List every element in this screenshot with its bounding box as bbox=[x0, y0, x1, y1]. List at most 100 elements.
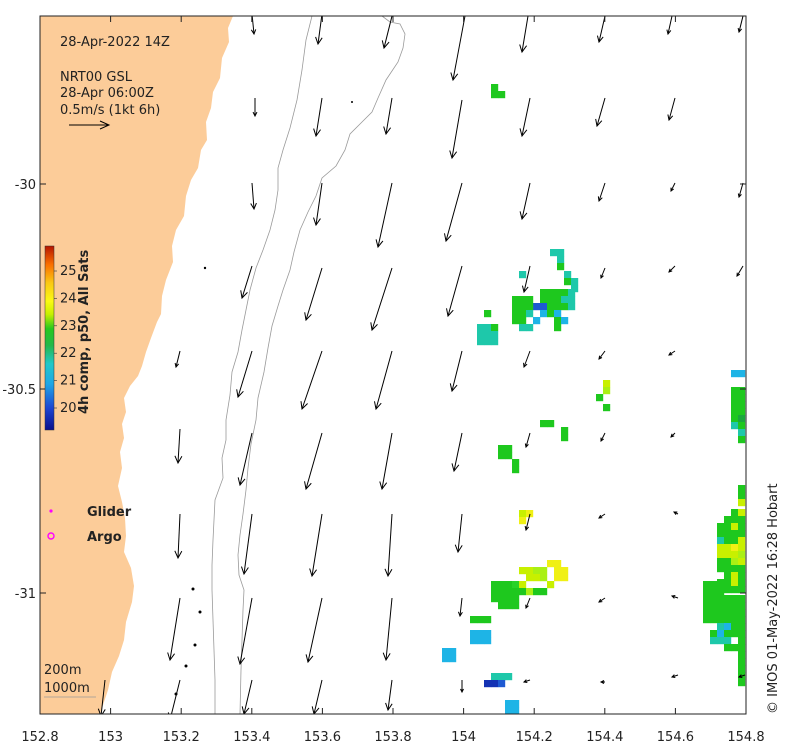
sst-cell bbox=[724, 523, 732, 531]
sst-cell bbox=[519, 310, 527, 318]
sst-cell bbox=[554, 324, 562, 332]
sst-cell bbox=[710, 616, 718, 624]
sst-cell bbox=[731, 422, 739, 430]
colorbar bbox=[44, 245, 55, 431]
current-arrow bbox=[666, 16, 673, 36]
x-tick-label: 154 bbox=[451, 730, 476, 745]
sst-cell bbox=[731, 370, 739, 378]
current-arrow bbox=[673, 511, 679, 515]
sst-cell bbox=[519, 303, 527, 311]
sst-cell bbox=[724, 558, 732, 566]
current-arrow bbox=[451, 432, 463, 473]
sst-cell bbox=[540, 289, 548, 297]
current-arrow bbox=[525, 597, 531, 610]
sst-cell bbox=[491, 595, 499, 603]
x-tick-label: 152.8 bbox=[21, 730, 58, 745]
colorbar-tick-label: 25 bbox=[60, 264, 77, 279]
sst-cell bbox=[561, 574, 569, 582]
sst-cell bbox=[738, 422, 746, 430]
sst-cell bbox=[491, 581, 499, 589]
sst-cell bbox=[731, 394, 739, 402]
sst-cell bbox=[477, 324, 485, 332]
sst-cell bbox=[738, 616, 746, 624]
current-arrow bbox=[522, 679, 531, 683]
current-arrow bbox=[304, 267, 323, 322]
sst-cell bbox=[533, 567, 541, 575]
current-arrow bbox=[252, 98, 258, 118]
sst-cell bbox=[603, 404, 611, 412]
x-tick-label: 154.4 bbox=[586, 730, 623, 745]
sst-cell bbox=[703, 602, 711, 610]
colorbar-title: 4h comp, p50, All Sats bbox=[77, 250, 92, 414]
x-tick-label: 154.2 bbox=[516, 730, 553, 745]
sst-cell bbox=[540, 296, 548, 304]
sst-cell bbox=[738, 679, 746, 687]
sst-cell bbox=[519, 567, 527, 575]
sst-cell bbox=[738, 558, 746, 566]
current-arrow bbox=[385, 679, 393, 712]
current-arrow bbox=[595, 97, 606, 128]
current-arrow bbox=[240, 265, 253, 300]
sst-cell bbox=[568, 303, 576, 311]
current-arrow bbox=[668, 265, 676, 273]
current-vectors bbox=[97, 16, 746, 714]
current-arrow bbox=[309, 513, 323, 578]
sst-cell bbox=[547, 303, 555, 311]
sst-cell bbox=[731, 602, 739, 610]
current-arrow bbox=[523, 350, 531, 369]
sst-cell bbox=[738, 551, 746, 559]
sst-cell bbox=[724, 586, 732, 594]
sst-cell bbox=[731, 530, 739, 538]
sst-cell bbox=[512, 303, 520, 311]
sst-cell bbox=[554, 296, 562, 304]
sst-cell bbox=[554, 289, 562, 297]
sst-cell bbox=[738, 516, 746, 524]
sst-cell bbox=[512, 310, 520, 318]
current-arrow bbox=[241, 679, 253, 714]
sst-cell bbox=[710, 581, 718, 589]
sst-cell bbox=[540, 303, 548, 311]
sst-cell bbox=[717, 530, 725, 538]
sst-cell bbox=[554, 317, 562, 325]
sst-cell bbox=[547, 296, 555, 304]
current-arrow bbox=[460, 680, 464, 694]
sst-cell bbox=[724, 637, 732, 645]
sst-cell bbox=[561, 567, 569, 575]
sst-cell bbox=[717, 544, 725, 552]
sst-cell bbox=[484, 331, 492, 339]
current-arrow bbox=[443, 182, 463, 243]
sst-cell bbox=[738, 595, 746, 603]
sst-cell bbox=[491, 338, 499, 346]
sst-cell bbox=[731, 595, 739, 603]
sst-cell bbox=[498, 581, 506, 589]
sst-cell bbox=[477, 616, 485, 624]
current-arrow bbox=[524, 432, 531, 449]
current-arrow bbox=[373, 350, 393, 411]
sst-cell bbox=[710, 637, 718, 645]
current-arrow bbox=[600, 267, 606, 280]
sst-cell bbox=[603, 380, 611, 388]
sst-cell bbox=[738, 408, 746, 416]
sst-cell bbox=[512, 296, 520, 304]
sst-cell bbox=[554, 560, 562, 568]
sst-cell bbox=[526, 510, 534, 518]
sst-cell bbox=[561, 289, 569, 297]
sst-cell bbox=[498, 452, 506, 460]
current-arrow bbox=[524, 513, 531, 532]
sst-cell bbox=[519, 510, 527, 518]
sst-cell bbox=[540, 310, 548, 318]
sst-cell bbox=[731, 509, 739, 517]
current-arrow bbox=[737, 674, 746, 678]
current-arrow bbox=[250, 16, 257, 36]
sst-cell bbox=[738, 672, 746, 680]
current-arrow bbox=[449, 99, 463, 160]
sst-cell bbox=[526, 310, 534, 318]
sst-cell bbox=[731, 572, 739, 580]
current-arrow bbox=[383, 97, 393, 136]
sst-cell bbox=[731, 644, 739, 652]
current-arrow bbox=[596, 16, 606, 44]
sst-cell bbox=[470, 637, 478, 645]
sst-cell bbox=[519, 588, 527, 596]
sst-cell bbox=[512, 459, 520, 467]
